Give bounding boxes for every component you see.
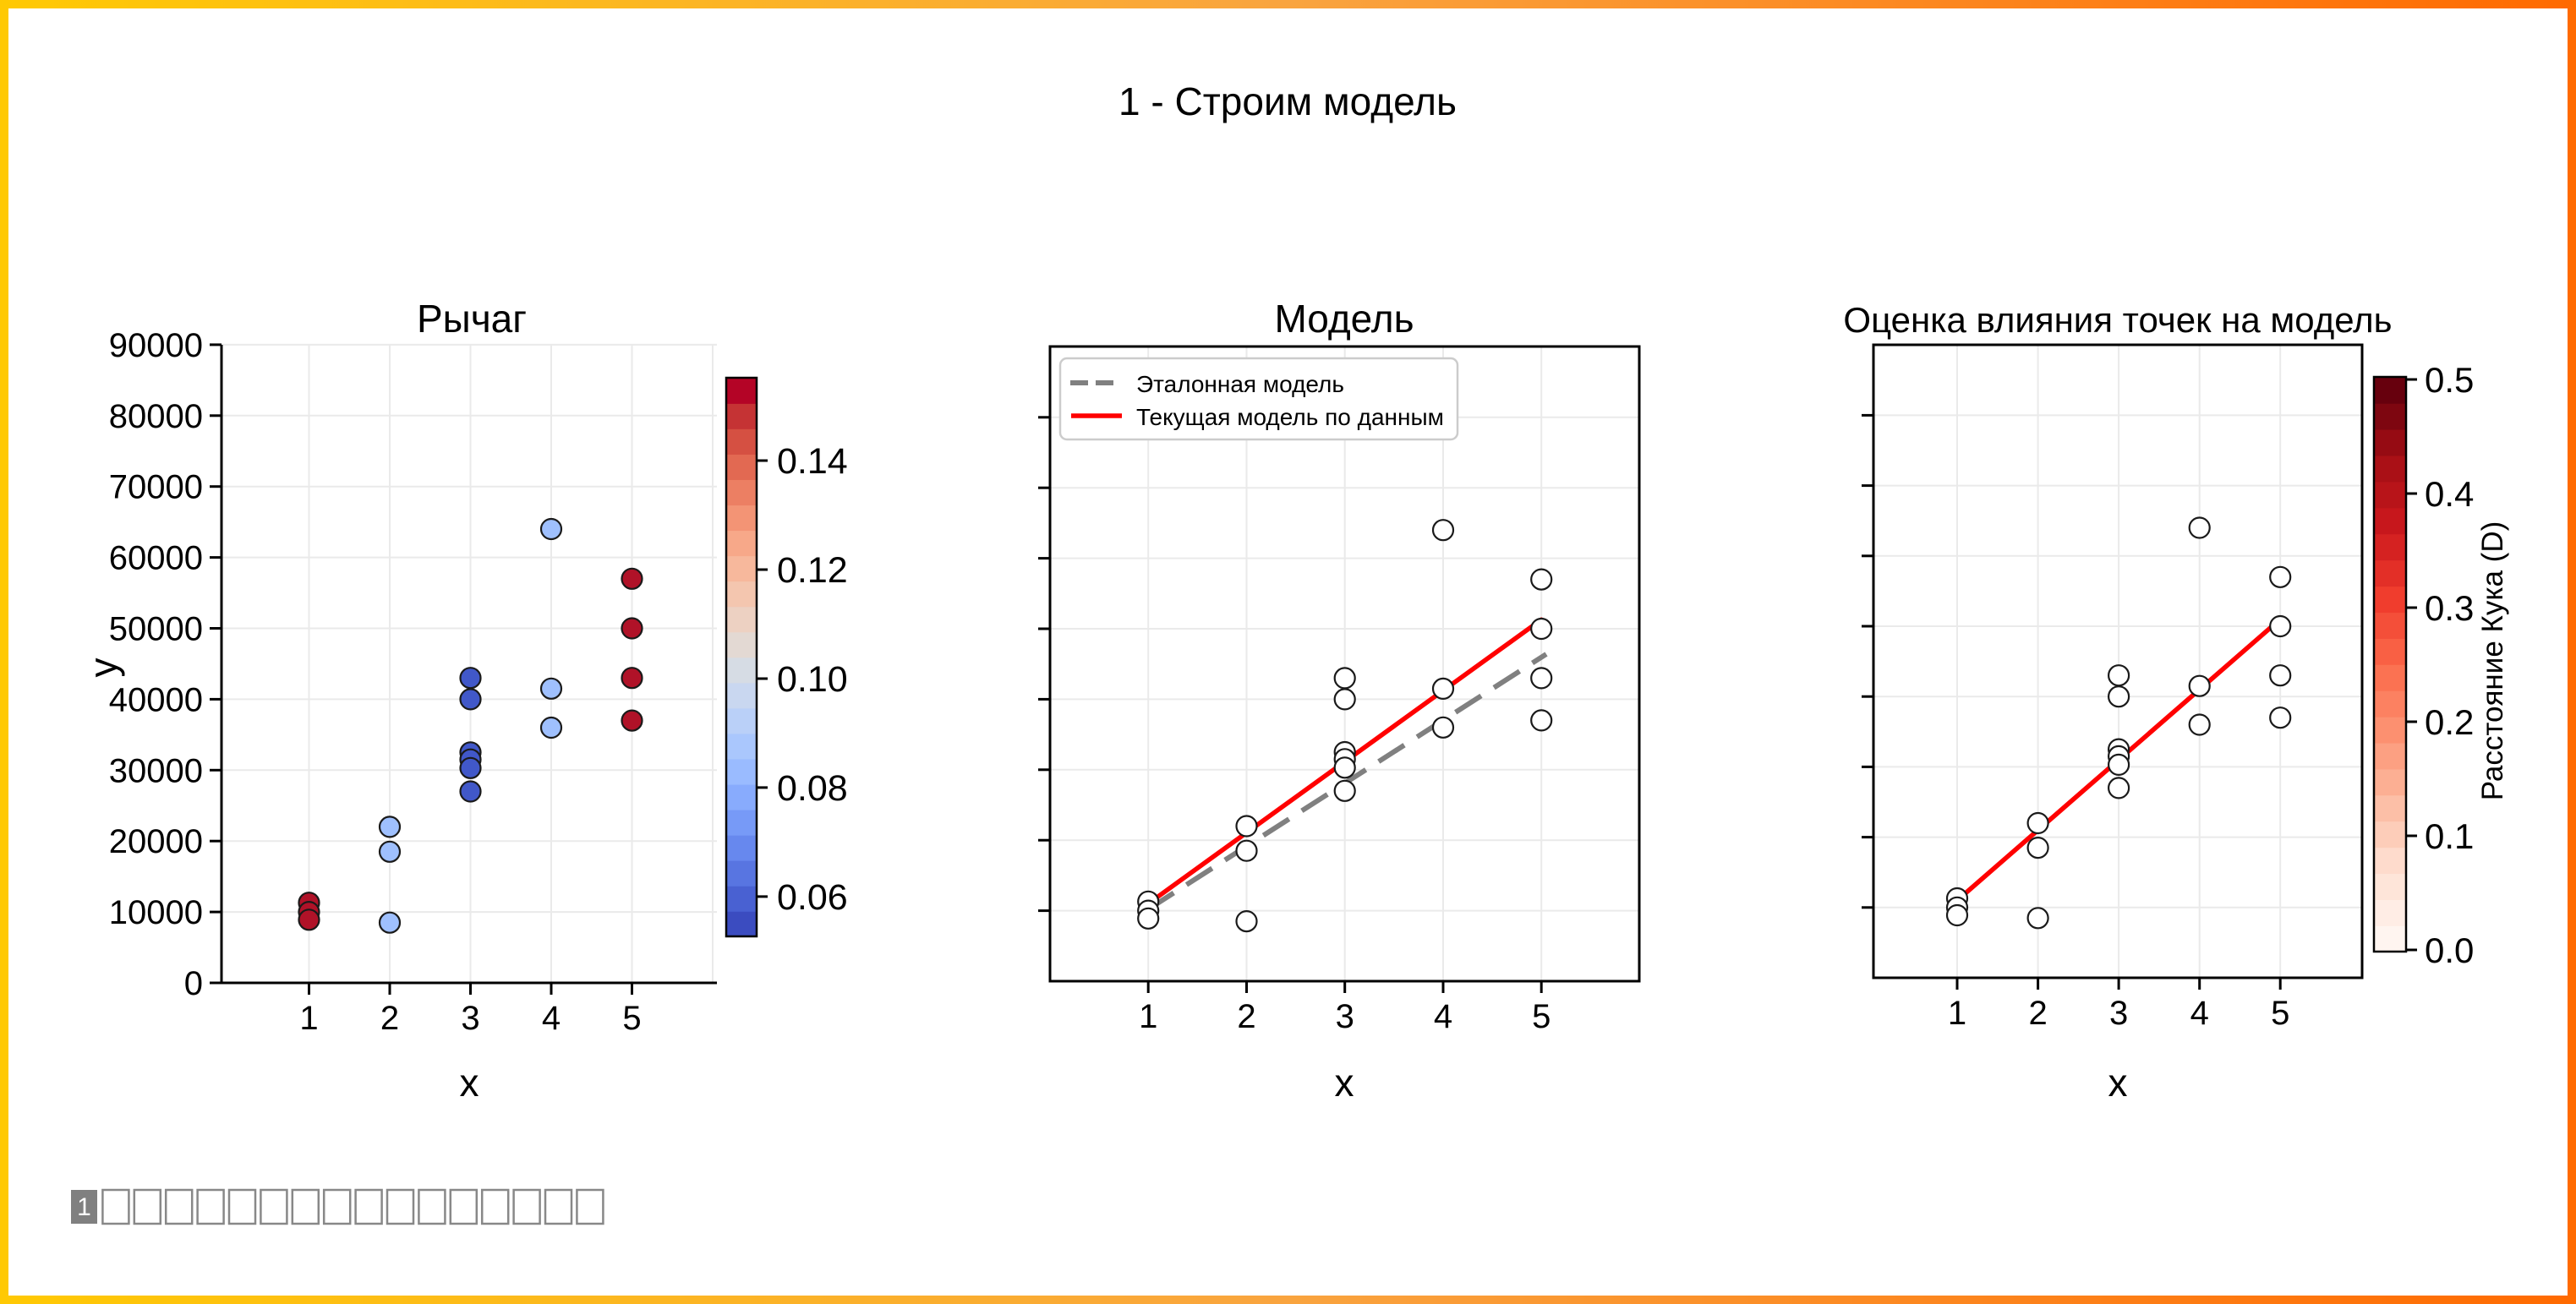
svg-text:x: x	[460, 1061, 479, 1105]
svg-text:5: 5	[1532, 998, 1551, 1035]
svg-text:Оценка влияния точек на модель: Оценка влияния точек на модель	[1843, 300, 2392, 340]
svg-text:30000: 30000	[109, 752, 203, 789]
svg-text:0.06: 0.06	[777, 877, 848, 918]
svg-text:70000: 70000	[109, 469, 203, 506]
svg-text:Модель: Модель	[1274, 297, 1414, 341]
svg-text:x: x	[2108, 1061, 2128, 1105]
svg-text:10000: 10000	[109, 894, 203, 931]
svg-text:5: 5	[2271, 995, 2289, 1032]
svg-text:0.2: 0.2	[2425, 702, 2474, 742]
svg-text:40000: 40000	[109, 681, 203, 718]
svg-text:0.0: 0.0	[2425, 930, 2474, 970]
svg-text:80000: 80000	[109, 398, 203, 435]
svg-text:90000: 90000	[109, 327, 203, 364]
svg-text:2: 2	[1237, 998, 1255, 1035]
svg-text:3: 3	[461, 1000, 479, 1037]
svg-text:2: 2	[380, 1000, 399, 1037]
svg-text:4: 4	[2190, 995, 2209, 1032]
svg-text:0.1: 0.1	[2425, 816, 2474, 856]
svg-text:1 - Строим модель: 1 - Строим модель	[1118, 79, 1457, 123]
svg-text:1: 1	[77, 1193, 91, 1221]
svg-text:50000: 50000	[109, 611, 203, 648]
svg-text:0.10: 0.10	[777, 659, 848, 700]
svg-text:0.12: 0.12	[777, 550, 848, 591]
svg-text:3: 3	[2109, 995, 2128, 1032]
svg-text:0.4: 0.4	[2425, 474, 2474, 514]
svg-text:5: 5	[622, 1000, 641, 1037]
svg-text:1: 1	[1139, 998, 1157, 1035]
svg-text:y: y	[81, 658, 125, 678]
svg-text:4: 4	[1434, 998, 1452, 1035]
svg-text:x: x	[1335, 1061, 1354, 1105]
svg-text:Текущая модель по данным: Текущая модель по данным	[1136, 404, 1444, 430]
svg-text:0.5: 0.5	[2425, 360, 2474, 400]
svg-text:1: 1	[1948, 995, 1966, 1032]
svg-text:Эталонная модель: Эталонная модель	[1136, 371, 1344, 397]
svg-text:4: 4	[542, 1000, 561, 1037]
svg-text:2: 2	[2028, 995, 2047, 1032]
svg-text:1: 1	[299, 1000, 318, 1037]
svg-text:0: 0	[184, 965, 203, 1002]
svg-text:3: 3	[1336, 998, 1354, 1035]
svg-text:Рычаг: Рычаг	[417, 297, 527, 341]
svg-text:60000: 60000	[109, 540, 203, 577]
svg-text:0.3: 0.3	[2425, 588, 2474, 628]
svg-text:Расстояние Кука (D): Расстояние Кука (D)	[2476, 521, 2509, 801]
svg-text:20000: 20000	[109, 823, 203, 860]
svg-text:0.14: 0.14	[777, 441, 848, 482]
svg-text:0.08: 0.08	[777, 768, 848, 809]
